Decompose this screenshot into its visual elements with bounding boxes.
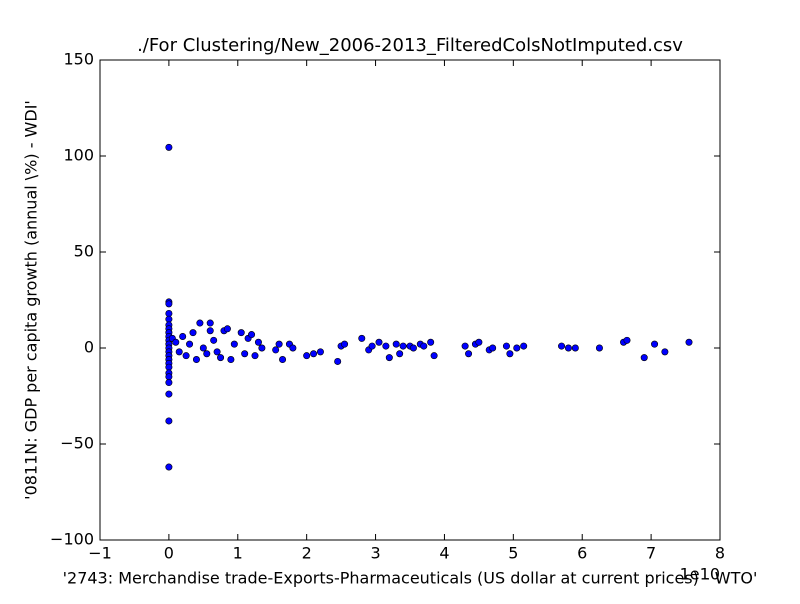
point — [165, 315, 173, 323]
point — [623, 336, 631, 344]
point — [358, 334, 366, 342]
point — [196, 319, 204, 327]
point — [203, 350, 211, 358]
point — [165, 417, 173, 425]
point — [385, 354, 393, 362]
point — [375, 338, 383, 346]
point — [558, 342, 566, 350]
point — [399, 342, 407, 350]
point — [165, 143, 173, 151]
y-axis-label: '0811N: GDP per capita growth (annual \%… — [22, 100, 41, 500]
point — [275, 340, 283, 348]
point — [237, 329, 245, 337]
x-tick-label: 3 — [370, 544, 380, 563]
point — [595, 344, 603, 352]
point — [564, 344, 572, 352]
point — [217, 354, 225, 362]
x-axis-label: '2743: Merchandise trade-Exports-Pharmac… — [63, 569, 758, 588]
point — [513, 344, 521, 352]
point — [192, 356, 200, 364]
point — [179, 332, 187, 340]
point — [248, 331, 256, 339]
point — [409, 344, 417, 352]
point — [199, 344, 207, 352]
x-tick-label: 0 — [164, 544, 174, 563]
x-tick-label: 2 — [302, 544, 312, 563]
x-tick-label: 6 — [577, 544, 587, 563]
y-tick-label: −50 — [60, 434, 94, 453]
point — [206, 319, 214, 327]
point — [227, 356, 235, 364]
point — [165, 379, 173, 387]
y-tick-label: 0 — [84, 338, 94, 357]
plot-frame — [99, 59, 721, 541]
point — [303, 352, 311, 360]
x-tick-label: 7 — [646, 544, 656, 563]
y-tick-label: −100 — [50, 530, 94, 549]
point — [258, 344, 266, 352]
point — [506, 350, 514, 358]
point — [502, 342, 510, 350]
x-tick-label: 5 — [508, 544, 518, 563]
point — [661, 348, 669, 356]
point — [165, 363, 173, 371]
point — [334, 357, 342, 365]
x-tick-label: 1 — [233, 544, 243, 563]
point — [165, 373, 173, 381]
point — [461, 342, 469, 350]
point — [189, 329, 197, 337]
point — [165, 390, 173, 398]
point — [182, 352, 190, 360]
point — [213, 348, 221, 356]
point — [392, 340, 400, 348]
point — [430, 352, 438, 360]
y-tick-label: 50 — [74, 242, 94, 261]
point — [489, 344, 497, 352]
point — [310, 350, 318, 358]
point — [223, 325, 231, 333]
point — [341, 340, 349, 348]
x-tick-label: 4 — [439, 544, 449, 563]
point — [172, 338, 180, 346]
point — [475, 338, 483, 346]
x-tick-label: 8 — [715, 544, 725, 563]
point — [251, 352, 259, 360]
point — [186, 340, 194, 348]
point — [520, 342, 528, 350]
point — [396, 350, 404, 358]
point — [210, 336, 218, 344]
point — [230, 340, 238, 348]
point — [165, 463, 173, 471]
point — [316, 348, 324, 356]
y-tick-label: 150 — [63, 50, 94, 69]
point — [382, 342, 390, 350]
point — [165, 300, 173, 308]
chart-title: ./For Clustering/New_2006-2013_FilteredC… — [137, 35, 683, 56]
x-offset-label: 1e10 — [680, 565, 720, 584]
point — [289, 344, 297, 352]
x-tick-label: −1 — [88, 544, 112, 563]
point — [571, 344, 579, 352]
point — [651, 340, 659, 348]
point — [254, 338, 262, 346]
point — [241, 350, 249, 358]
point — [685, 338, 693, 346]
point — [465, 350, 473, 358]
point — [640, 354, 648, 362]
y-tick-label: 100 — [63, 146, 94, 165]
point — [165, 309, 173, 317]
point — [420, 342, 428, 350]
point — [427, 338, 435, 346]
point — [279, 356, 287, 364]
point — [206, 327, 214, 335]
point — [368, 342, 376, 350]
point — [175, 348, 183, 356]
point — [272, 346, 280, 354]
